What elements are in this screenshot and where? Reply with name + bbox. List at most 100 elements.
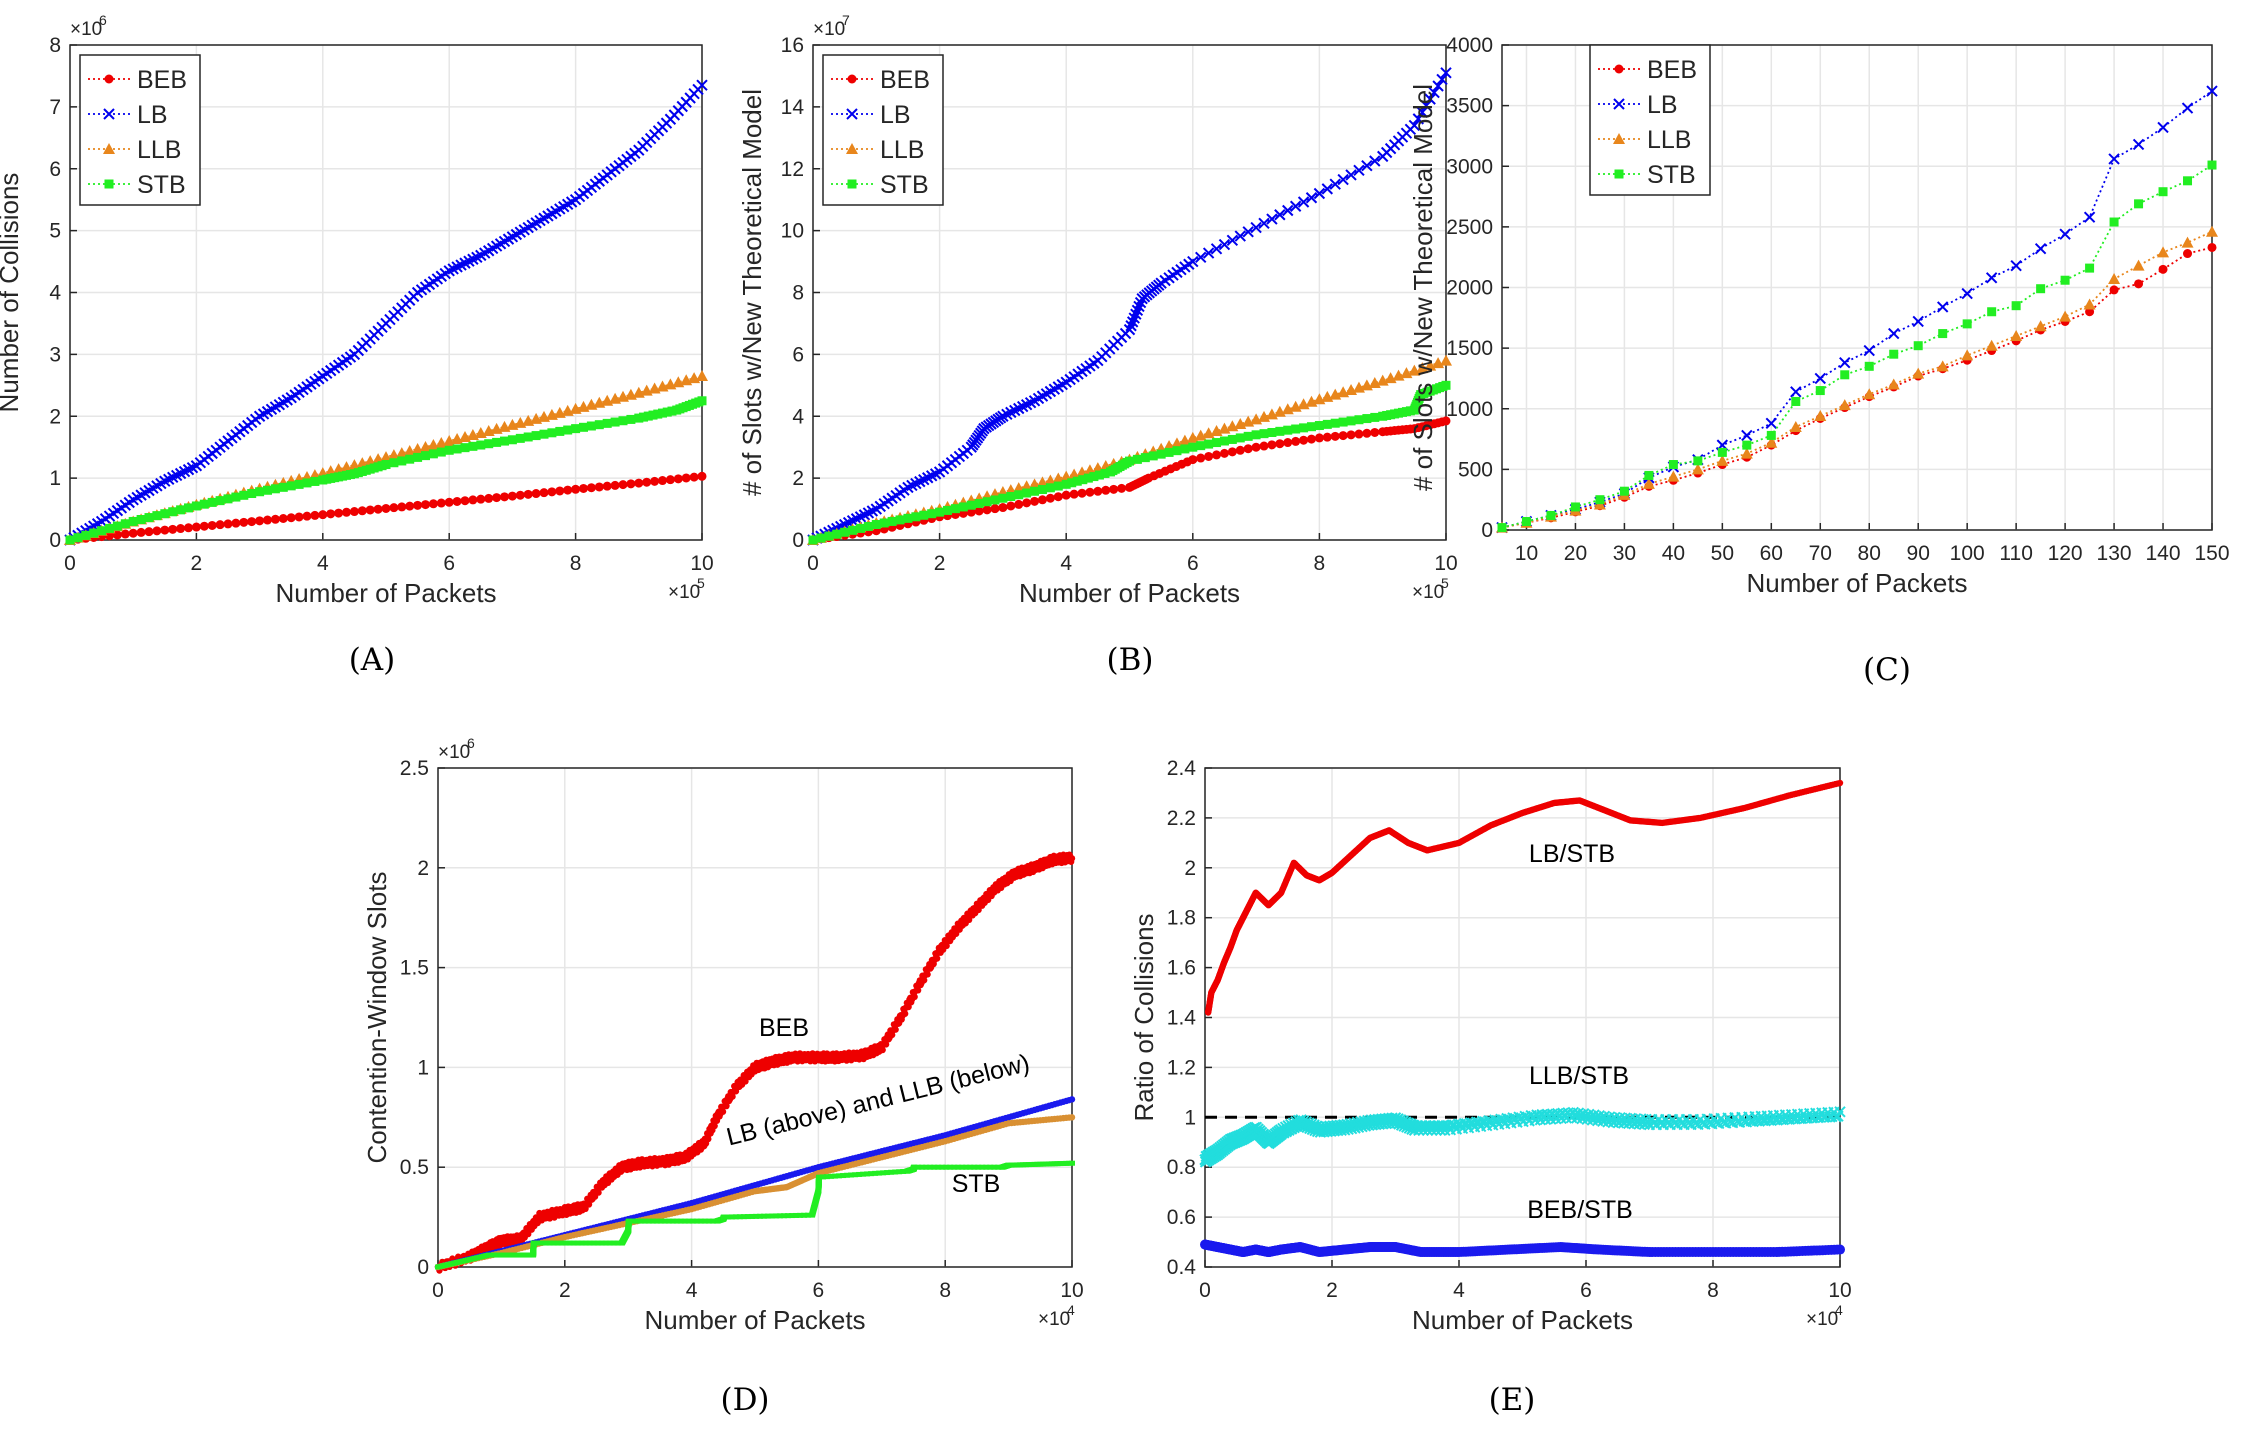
data-point	[634, 413, 644, 423]
legend-label: BEB	[1647, 56, 1697, 84]
data-point	[740, 1214, 747, 1220]
data-point	[1441, 416, 1451, 426]
data-point	[1521, 517, 1531, 527]
data-point	[452, 496, 462, 506]
data-point	[689, 472, 699, 482]
data-point	[711, 1122, 718, 1130]
data-point	[128, 528, 138, 538]
y-tick-label: 0	[417, 1256, 429, 1279]
x-axis-label: Number of Packets	[1019, 578, 1240, 608]
data-point	[546, 1240, 553, 1246]
series-line	[1501, 230, 2213, 529]
data-point	[1094, 470, 1104, 480]
data-point	[1275, 426, 1285, 436]
data-point	[1251, 442, 1261, 452]
data-point	[2181, 102, 2194, 114]
x-tick-label: 10	[1434, 552, 1457, 575]
data-point	[223, 519, 233, 529]
data-point	[1546, 510, 1556, 520]
data-point	[215, 496, 225, 506]
data-point	[606, 1240, 613, 1246]
data-point	[1440, 354, 1452, 366]
x-tick-label: 0	[807, 552, 819, 575]
data-point	[1765, 436, 1778, 448]
x-multiplier-exponent: 5	[697, 575, 705, 591]
data-point	[983, 1164, 990, 1170]
data-point	[732, 1214, 739, 1220]
data-point	[184, 523, 193, 533]
x-tick-label: 4	[1060, 552, 1072, 575]
x-tick-label: 4	[1453, 1279, 1465, 1302]
data-point	[1072, 476, 1082, 486]
data-point	[381, 460, 391, 470]
data-point	[1766, 430, 1776, 440]
data-point	[2206, 85, 2218, 97]
x-tick-label: 6	[443, 552, 455, 575]
data-point	[1313, 187, 1326, 200]
data-point	[1306, 422, 1316, 432]
data-point	[452, 444, 462, 454]
data-point	[971, 1164, 978, 1170]
data-point	[887, 516, 897, 526]
data-point	[848, 1172, 855, 1178]
y-tick-label: 1	[1184, 1106, 1196, 1129]
data-point	[856, 1171, 863, 1177]
data-point	[610, 417, 620, 427]
data-point	[1061, 479, 1071, 489]
x-multiplier: ×10	[1038, 1309, 1070, 1330]
data-point	[975, 1164, 982, 1170]
data-point	[697, 471, 707, 481]
data-point	[2207, 160, 2217, 170]
x-axis-label: Number of Packets	[644, 1305, 865, 1335]
legend-label: LB	[137, 101, 168, 129]
x-tick-label: 4	[686, 1279, 698, 1302]
data-point	[1346, 416, 1356, 426]
data-point	[681, 1218, 688, 1224]
data-point	[579, 483, 588, 493]
x-multiplier: ×10	[1806, 1309, 1838, 1330]
data-point	[987, 1164, 994, 1170]
data-point	[1180, 444, 1190, 454]
data-point	[943, 942, 950, 950]
y-multiplier: ×10	[70, 19, 102, 40]
data-point	[555, 486, 565, 496]
data-point	[302, 478, 312, 488]
data-point	[974, 498, 984, 508]
y-tick-label: 1	[417, 1056, 429, 1079]
data-point	[935, 1164, 942, 1170]
y-tick-label: 8	[792, 282, 804, 305]
x-tick-label: 2	[559, 1279, 571, 1302]
data-point	[1117, 483, 1127, 493]
legend-marker	[103, 143, 115, 154]
x-tick-label: 0	[432, 1279, 444, 1302]
series-lb	[807, 67, 1452, 546]
data-point	[720, 1214, 727, 1220]
data-point	[1416, 106, 1428, 118]
data-point	[1362, 428, 1372, 438]
legend-box	[822, 54, 944, 206]
data-point	[662, 407, 672, 417]
series-stb	[65, 396, 707, 545]
data-point	[207, 520, 217, 530]
data-point	[892, 1026, 899, 1033]
data-point	[1346, 430, 1356, 440]
data-point	[389, 503, 399, 513]
data-point	[911, 512, 921, 522]
data-point	[1188, 442, 1198, 452]
data-point	[286, 481, 296, 491]
data-point	[523, 489, 533, 499]
data-point	[2085, 307, 2095, 317]
data-point	[1006, 501, 1016, 511]
data-point	[263, 515, 272, 525]
data-point	[1436, 73, 1448, 86]
data-point	[864, 1171, 871, 1177]
data-point	[1085, 487, 1095, 497]
data-point	[966, 507, 976, 517]
data-point	[326, 509, 336, 519]
data-point	[2157, 121, 2169, 134]
data-point	[2206, 225, 2218, 237]
y-tick-label: 14	[781, 96, 805, 119]
data-point	[570, 1240, 577, 1246]
data-point	[689, 1218, 696, 1224]
legend-label: BEB	[137, 66, 187, 94]
